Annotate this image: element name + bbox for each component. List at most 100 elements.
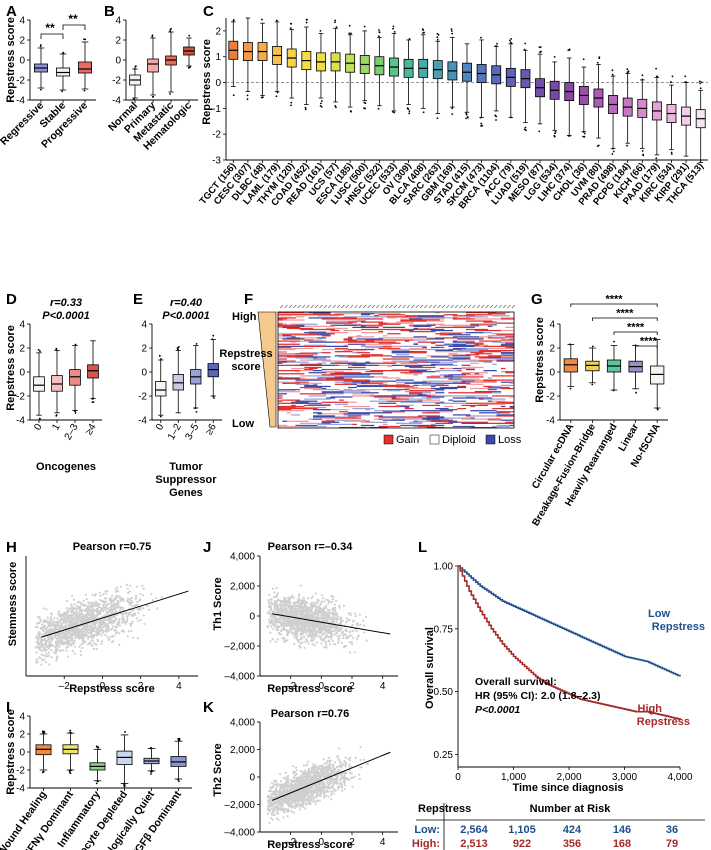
panel-h-point	[98, 591, 101, 594]
heatmap-cell	[278, 352, 287, 354]
heatmap-cell	[439, 367, 445, 370]
heatmap-cell	[361, 345, 384, 347]
heatmap-cell	[422, 418, 440, 420]
heatmap-cell	[347, 337, 353, 339]
heatmap-cell	[465, 358, 471, 360]
panel-j-point	[283, 637, 286, 640]
panel-j-point	[326, 620, 329, 623]
heatmap-cell	[487, 355, 515, 357]
heatmap-cell	[474, 426, 497, 429]
heatmap-cell	[452, 340, 458, 342]
panel-h-point	[116, 586, 119, 589]
heatmap-cell	[492, 315, 510, 317]
panel-h-point	[67, 617, 70, 621]
panel-c-outlier	[596, 61, 599, 64]
heatmap-cell	[387, 333, 401, 335]
panel-c-outlier	[246, 94, 249, 97]
heatmap-cell	[278, 393, 287, 395]
heatmap-cell	[452, 414, 471, 416]
panel-h-point	[93, 627, 96, 630]
panel-h-point	[127, 630, 130, 633]
panel-c-outlier	[612, 150, 615, 153]
panel-e-y-tick-label: -2	[138, 392, 147, 403]
panel-h-point	[83, 620, 86, 623]
panel-j-point	[295, 621, 298, 625]
heatmap-column-label	[371, 304, 376, 309]
panel-c-outlier	[480, 125, 482, 127]
panel-h-point	[136, 637, 139, 640]
panel-j-point	[334, 608, 337, 612]
legend-label-gain: Gain	[396, 434, 419, 446]
heatmap-cell	[312, 339, 322, 341]
panel-h-xlabel: Repstress score	[69, 683, 155, 695]
heatmap-cell	[500, 412, 510, 414]
panel-j-point	[337, 629, 341, 633]
panel-h-point	[105, 600, 108, 603]
panel-j-point	[306, 597, 310, 600]
heatmap-cell	[470, 381, 497, 383]
panel-h-point	[48, 620, 51, 623]
heatmap-column-label	[384, 304, 389, 309]
heatmap-cell	[347, 321, 357, 323]
heatmap-cell	[487, 422, 515, 424]
panel-j-point	[275, 618, 279, 622]
heatmap-cell	[378, 347, 388, 350]
heatmap-cell	[409, 410, 432, 412]
panel-h-point	[106, 607, 109, 610]
heatmap-cell	[304, 323, 318, 325]
panel-j-point	[319, 635, 323, 638]
heatmap-cell	[343, 347, 349, 350]
panel-h-point	[66, 633, 69, 636]
panel-h-point	[134, 597, 137, 600]
heatmap-cell	[461, 400, 467, 402]
heatmap-cell	[509, 347, 515, 350]
heatmap-cell	[352, 352, 357, 354]
heatmap-cell	[404, 315, 419, 317]
heatmap-cell	[391, 418, 405, 420]
panel-c-outlier	[304, 108, 307, 111]
panel-j-point	[315, 630, 319, 633]
panel-c-outlier	[275, 95, 278, 98]
heatmap-cell	[352, 381, 370, 383]
panel-j-point	[352, 619, 355, 623]
panel-j-point	[284, 610, 287, 613]
panel-c-outlier	[611, 153, 614, 155]
panel-e-y-tick-label: 2	[141, 344, 147, 355]
heatmap-cell	[321, 352, 331, 354]
panel-h-point	[130, 596, 133, 600]
heatmap-column-label	[450, 304, 454, 309]
heatmap-cell	[382, 398, 392, 400]
panel-h-point	[34, 646, 37, 649]
panel-h-point	[88, 613, 91, 616]
panel-h-point	[48, 663, 51, 666]
panel-j-point	[281, 603, 284, 607]
heatmap-cell	[465, 328, 488, 331]
heatmap-cell	[361, 348, 375, 351]
panel-i-outlier	[178, 739, 181, 742]
panel-b-outlier	[169, 29, 172, 31]
heatmap-cell	[308, 367, 318, 370]
heatmap-cell	[465, 316, 488, 318]
heatmap-cell	[470, 352, 484, 354]
panel-h-point	[114, 625, 117, 629]
heatmap-cell	[278, 381, 296, 383]
panel-h-point	[86, 643, 90, 646]
heatmap-cell	[304, 407, 318, 410]
panel-j-point	[313, 644, 316, 647]
panel-h-point	[55, 638, 58, 642]
panel-j-point	[325, 646, 328, 649]
heatmap-cell	[334, 419, 362, 421]
heatmap-cell	[496, 415, 515, 417]
panel-h-point	[41, 638, 44, 641]
heatmap-cell	[278, 356, 287, 358]
panel-c-outlier	[523, 48, 526, 51]
heatmap-cell	[479, 351, 502, 353]
panel-j-point	[285, 628, 288, 632]
heatmap-cell	[426, 377, 454, 379]
panel-j-point	[289, 610, 293, 613]
heatmap-cell	[452, 358, 467, 360]
panel-h-point	[105, 622, 108, 625]
heatmap-cell	[487, 402, 515, 404]
panel-h-point	[53, 636, 57, 639]
